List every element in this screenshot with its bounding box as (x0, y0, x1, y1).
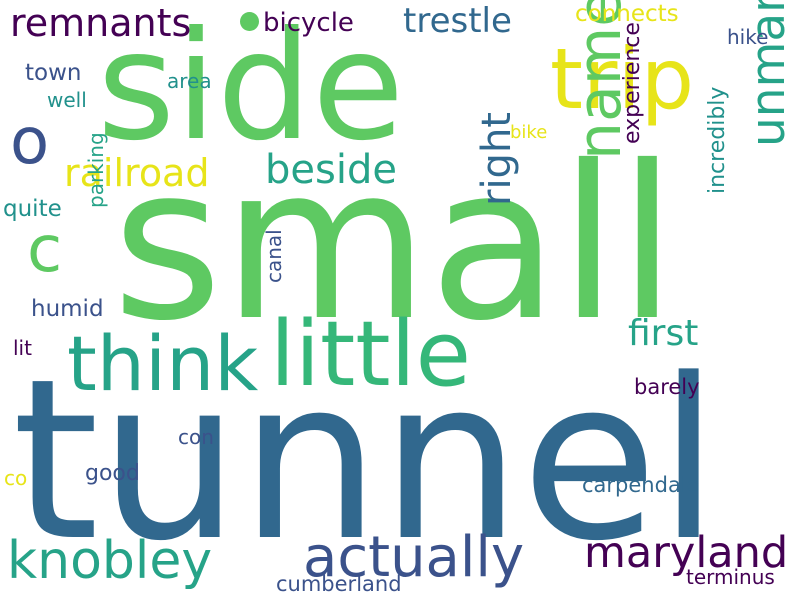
word-good: good (85, 461, 140, 486)
word-bike: bike (510, 122, 548, 143)
word-cumberland: cumberland (276, 572, 402, 596)
word-quite: quite (3, 196, 62, 222)
word-side: side (97, 0, 405, 174)
word-knobley: knobley (7, 531, 213, 591)
word-connects: connects (575, 1, 679, 27)
word-humid: humid (31, 296, 104, 322)
word-town: town (25, 60, 82, 86)
word-carpendale: carpendale (582, 473, 700, 497)
word-well: well (47, 88, 87, 112)
word-o: o (10, 105, 50, 179)
word-maryland: maryland (584, 528, 789, 578)
word-barely: barely (634, 375, 700, 399)
word-c: c (27, 213, 63, 287)
word-unmarked: unmarked (741, 0, 796, 147)
word-remnants: remnants (10, 1, 192, 45)
word-trip: trip (550, 30, 695, 128)
word-tunnel: tunnel (12, 332, 720, 590)
word-con: con (178, 425, 214, 449)
word-parking: parking (84, 132, 108, 208)
word-co: co (4, 466, 28, 490)
word-railroad: railroad (64, 151, 210, 195)
word-small: small (112, 120, 677, 367)
word-actually: actually (303, 525, 525, 590)
word-lit: lit (13, 336, 32, 360)
word-canal: canal (262, 229, 286, 283)
word-trestle: trestle (403, 1, 512, 41)
word-first: first (628, 313, 699, 354)
dot-icon (240, 12, 259, 31)
word-experience: experience (620, 22, 645, 144)
word-hike: hike (727, 25, 769, 49)
word-bicycle: bicycle (263, 8, 354, 38)
word-terminus: terminus (686, 565, 775, 589)
word-little: little (270, 302, 471, 407)
word-area: area (167, 69, 212, 93)
word-beside: beside (265, 147, 397, 193)
word-incredibly: incredibly (705, 86, 730, 194)
word-think: think (67, 319, 259, 408)
